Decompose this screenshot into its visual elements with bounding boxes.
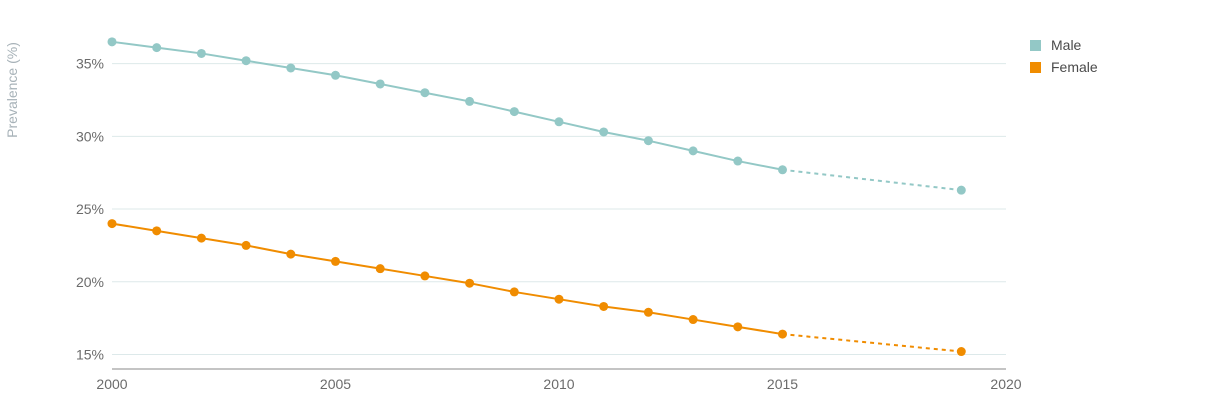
data-point-female-2009 [509,287,519,297]
data-point-male-2000 [107,37,117,47]
data-point-male-2004 [286,63,296,73]
series-group [107,37,966,357]
legend-swatch-female [1030,61,1041,73]
legend-label-female: Female [1051,59,1098,75]
data-point-female-2004 [286,249,296,259]
series-projection-female [782,333,962,353]
y-axis-ticks: 15% 20% 25% 30% 35% [76,56,104,363]
legend: Male Female [1030,34,1098,78]
data-point-male-2007 [420,88,430,98]
legend-label-male: Male [1051,37,1082,53]
data-point-male-2014 [733,156,743,166]
series-female [107,219,966,357]
data-point-female-2003 [241,240,251,250]
data-point-female-2015 [778,329,787,339]
y-tick-label-35: 35% [76,56,104,72]
data-point-male-2019 [956,185,966,195]
grid-lines [112,63,1006,355]
data-point-female-2014 [733,322,743,332]
data-point-male-2006 [375,79,385,89]
data-point-male-2002 [196,48,206,58]
series-line-female [111,222,783,336]
x-tick-label-2000: 2000 [96,376,127,392]
data-point-female-2006 [375,264,385,274]
data-point-male-2011 [599,127,609,137]
y-tick-label-20: 20% [76,274,104,290]
data-point-female-2013 [688,315,698,325]
data-point-male-2010 [554,117,564,127]
data-point-male-2003 [241,56,251,66]
x-tick-label-2005: 2005 [320,376,351,392]
data-point-male-2012 [643,136,653,146]
data-point-male-2008 [465,96,475,106]
data-point-male-2001 [152,43,162,53]
y-tick-label-25: 25% [76,201,104,217]
data-point-female-2007 [420,271,430,281]
data-point-male-2005 [331,70,340,80]
series-male [107,37,966,195]
data-point-female-2000 [107,219,117,229]
data-point-female-2005 [331,256,340,266]
data-point-male-2009 [509,107,519,117]
y-tick-label-30: 30% [76,128,104,144]
data-point-male-2015 [778,165,787,175]
y-axis-title: Prevalence (%) [4,42,20,138]
data-point-female-2019 [956,347,966,357]
legend-item-female[interactable]: Female [1030,56,1098,78]
data-point-female-2011 [599,301,609,311]
series-projection-male [782,168,962,192]
x-tick-label-2020: 2020 [990,376,1021,392]
data-point-male-2013 [688,146,698,156]
x-axis-ticks: 2000 2005 2010 2015 2020 [96,376,1021,392]
x-tick-label-2015: 2015 [767,376,798,392]
data-point-female-2002 [196,233,206,243]
data-point-female-2012 [643,307,653,317]
data-point-female-2008 [465,278,475,288]
data-point-female-2001 [152,226,162,236]
x-tick-label-2010: 2010 [543,376,574,392]
legend-item-male[interactable]: Male [1030,34,1098,56]
y-tick-label-15: 15% [76,346,104,362]
series-line-male [111,40,783,171]
legend-swatch-male [1030,39,1041,51]
data-point-female-2010 [554,294,564,304]
